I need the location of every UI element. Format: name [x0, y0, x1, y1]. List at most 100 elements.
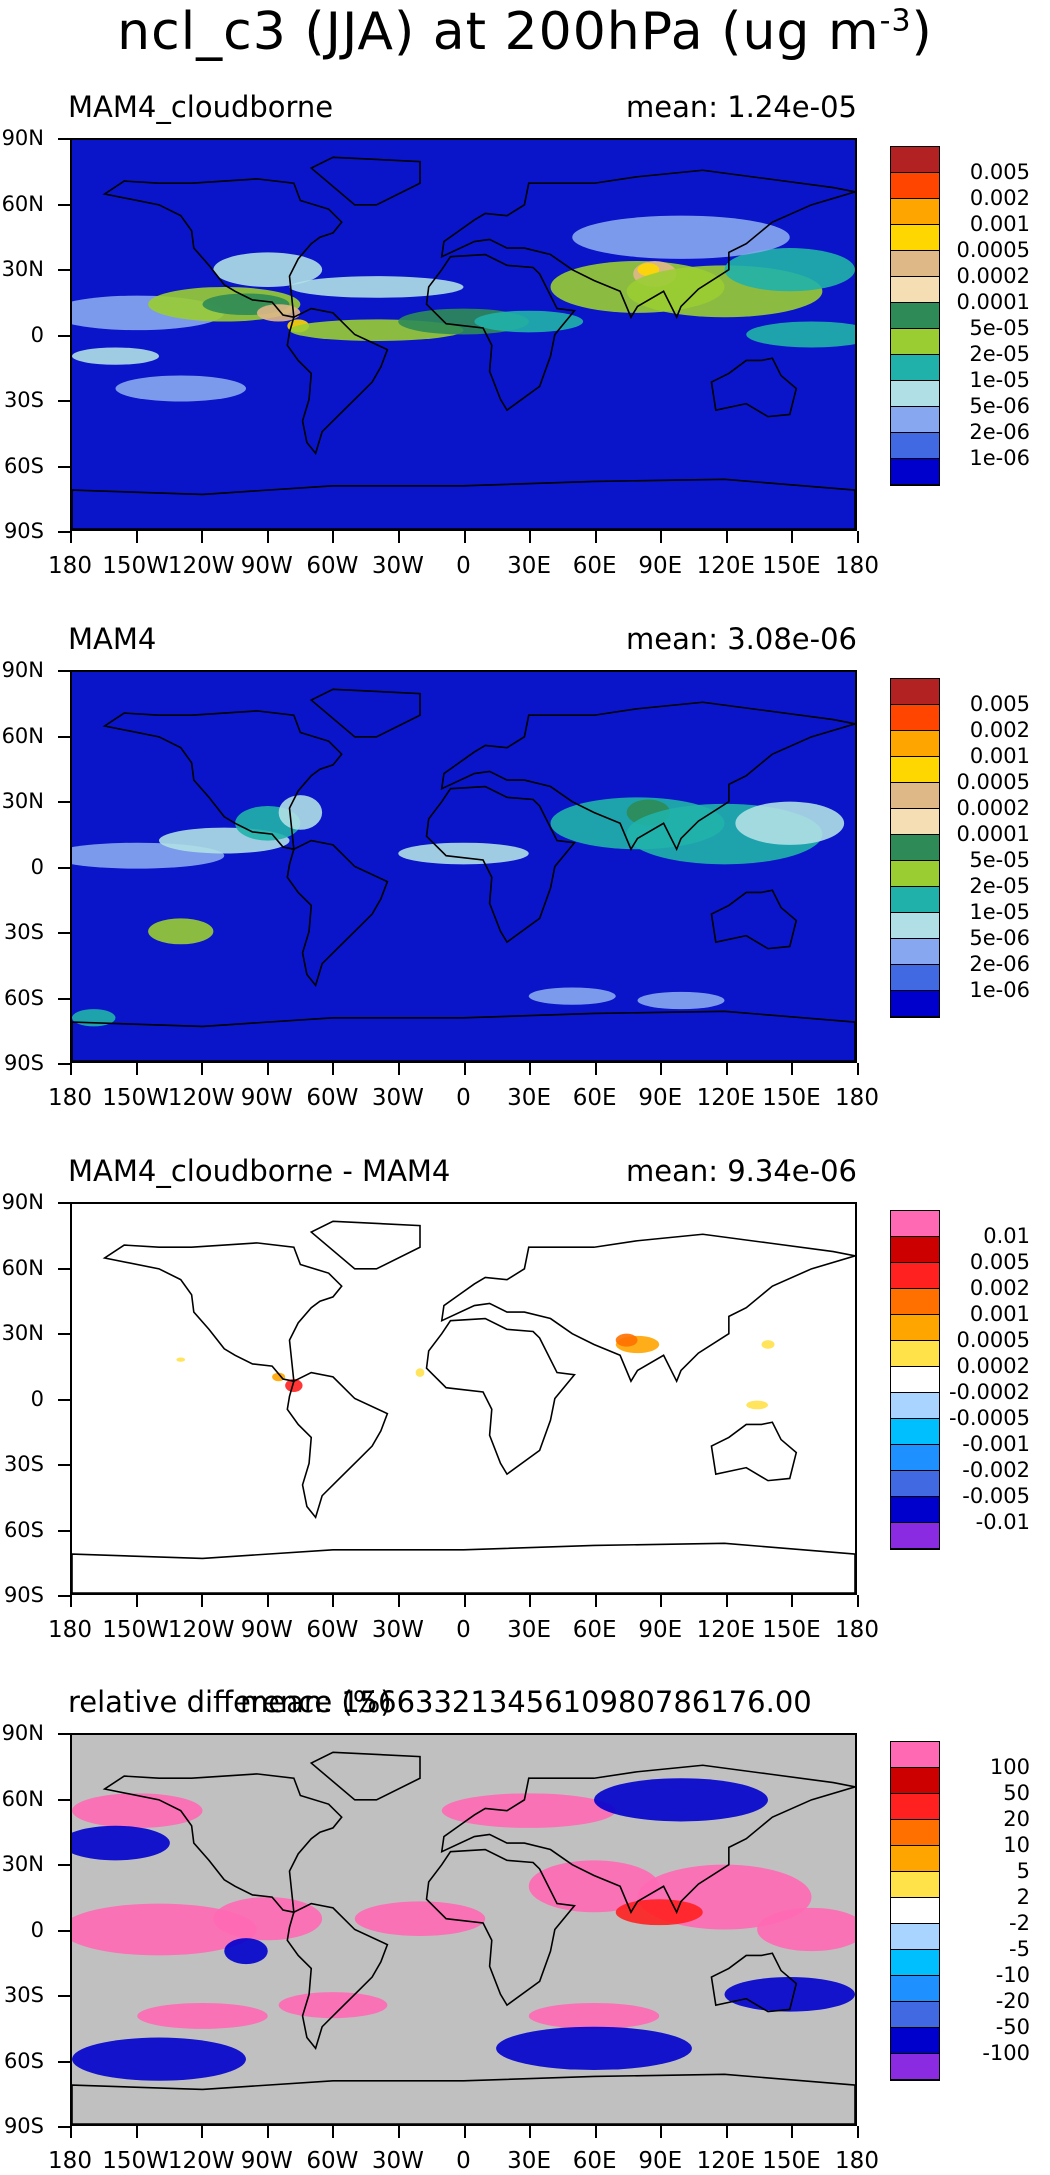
colorbar-label: 5e-05 [969, 316, 1030, 340]
colorbar-label: 0.001 [969, 1302, 1030, 1326]
field-patch [289, 276, 464, 298]
lon-tick-label: 90E [638, 1085, 683, 1111]
lat-tick-label: 90S [3, 1583, 44, 1607]
lon-tick [660, 2126, 663, 2138]
colorbar-swatch [891, 705, 939, 731]
figure-title-text: ncl_c3 (JJA) at 200hPa (ug m [117, 2, 880, 62]
coastline [710, 1952, 798, 2013]
lon-tick [397, 2126, 400, 2138]
lon-tick [463, 1063, 466, 1075]
lon-tick-label: 30E [507, 1085, 551, 1111]
field-patch [441, 1793, 616, 1828]
coastline [72, 478, 855, 529]
lon-tick [70, 1595, 72, 1607]
lon-tick [201, 531, 204, 543]
lon-tick-label: 30W [371, 553, 424, 579]
lat-tick-label: 90N [1, 1190, 44, 1214]
field-patch [528, 2002, 660, 2029]
colorbar-swatch [891, 1924, 939, 1950]
colorbar-label: 100 [989, 1755, 1030, 1779]
colorbar-label: -0.0005 [948, 1406, 1030, 1430]
colorbar-label: 5e-05 [969, 848, 1030, 872]
lat-tick-label: 90N [1, 658, 44, 682]
field-patch [757, 1907, 855, 1952]
lon-tick [135, 1595, 138, 1607]
lat-tick-label: 30S [3, 1452, 44, 1476]
colorbar-label: 0.001 [969, 744, 1030, 768]
lat-tick-label: 60N [1, 191, 44, 216]
colorbar [890, 1210, 940, 1550]
coastline [440, 1764, 855, 1915]
field-patch [278, 1992, 388, 2019]
field-patch [256, 304, 301, 322]
colorbar-label: 0.002 [969, 186, 1030, 210]
lon-tick-label: 120E [696, 2148, 756, 2174]
lon-tick-label: 0 [456, 1617, 471, 1643]
lat-tick-label: 90N [1, 1721, 44, 1745]
lat-tick [58, 203, 70, 206]
lon-tick [332, 531, 335, 543]
lat-tick [58, 866, 70, 869]
coastline [425, 1317, 576, 1476]
colorbar-label: -10 [995, 1963, 1030, 1987]
colorbar-label: 0.0005 [956, 238, 1030, 262]
colorbar-swatch [891, 329, 939, 355]
lon-tick-label: 120E [696, 553, 756, 579]
lat-tick [58, 801, 70, 803]
colorbar-label: 0.002 [969, 718, 1030, 742]
colorbar-swatch [891, 2054, 939, 2080]
coastline [309, 688, 421, 738]
map-background [72, 672, 855, 1061]
lon-tick [594, 2126, 597, 2138]
field-patch [637, 991, 725, 1010]
coastline [440, 1233, 855, 1384]
lon-tick [135, 531, 138, 543]
lon-tick-label: 150W [102, 1085, 169, 1111]
lon-tick-label: 30W [371, 2148, 424, 2174]
colorbar-label: -0.002 [962, 1458, 1030, 1482]
coastline [286, 307, 389, 456]
colorbar-swatch [891, 173, 939, 199]
coastline [425, 253, 576, 412]
coastline [102, 1242, 343, 1383]
field-patch [746, 1400, 768, 1410]
lon-tick [529, 1595, 532, 1607]
map-svg [72, 672, 855, 1061]
colorbar-label: 0.0005 [956, 770, 1030, 794]
colorbar [890, 146, 940, 486]
lon-tick-label: 30W [371, 1085, 424, 1111]
colorbar-swatch [891, 147, 939, 173]
colorbar-label: 2e-05 [969, 342, 1030, 366]
colorbar-swatch [891, 1211, 939, 1237]
lon-tick-label: 120W [167, 1085, 235, 1111]
colorbar-swatch [891, 407, 939, 433]
field-patch [746, 321, 855, 348]
colorbar [890, 1741, 940, 2081]
map-plot [70, 670, 857, 1063]
lat-tick-label: 90N [1, 126, 44, 150]
lon-tick [266, 531, 269, 543]
lon-tick-label: 150E [762, 2148, 821, 2174]
lat-tick-label: 0 [30, 854, 44, 879]
colorbar-swatch [891, 1976, 939, 2002]
colorbar-swatch [891, 2002, 939, 2028]
colorbar-swatch [891, 303, 939, 329]
lon-tick-label: 180 [835, 1085, 879, 1111]
lon-tick-label: 60E [572, 1617, 617, 1643]
panel-title: relative difference (%) [68, 1685, 392, 1719]
lon-tick-label: 90W [240, 2148, 293, 2174]
field-patch [148, 918, 214, 945]
lon-tick [332, 1595, 335, 1607]
colorbar-swatch [891, 991, 939, 1017]
colorbar-swatch [891, 835, 939, 861]
lon-tick-label: 60E [572, 2148, 617, 2174]
lat-tick [58, 269, 70, 271]
field-patch [72, 1825, 170, 1861]
lat-tick [58, 2060, 70, 2063]
lat-tick [58, 1929, 70, 1932]
panel-mean: mean: 1.24e-05 [625, 90, 857, 124]
lon-tick [791, 2126, 794, 2138]
lon-tick-label: 150E [762, 1617, 821, 1643]
field-patch [724, 248, 855, 292]
lat-tick-label: 60N [1, 1255, 44, 1280]
